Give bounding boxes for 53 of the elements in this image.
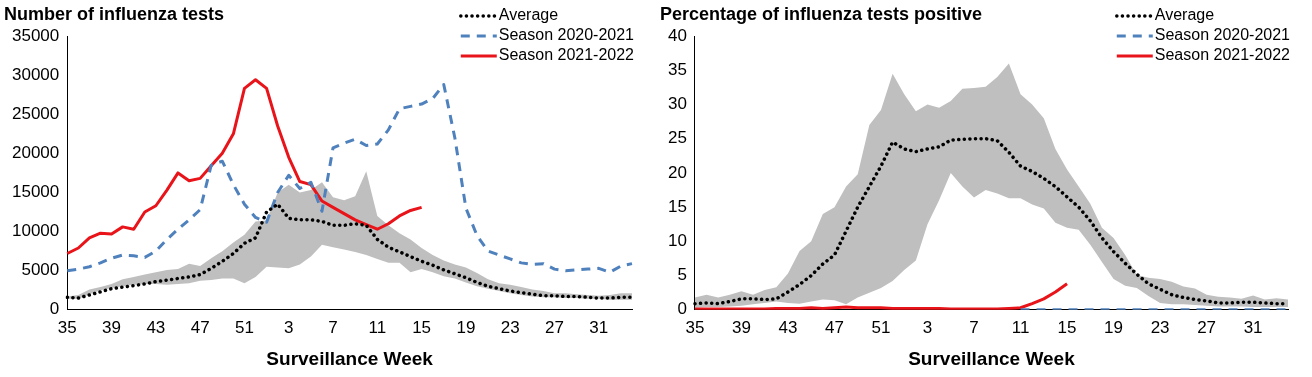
y-tick-label: 20000 [11, 143, 60, 163]
x-tick-label: 31 [589, 317, 609, 337]
x-tick-label: 23 [1150, 317, 1170, 337]
x-tick-label: 3 [922, 317, 933, 337]
legend-label: Average [498, 6, 559, 24]
y-tick-label: 5 [677, 265, 687, 285]
x-tick-label: 27 [1197, 317, 1217, 337]
x-tick-label: 47 [825, 317, 844, 337]
x-tick-label: 11 [368, 317, 387, 337]
y-tick-label: 35 [667, 59, 687, 79]
y-tick-label: 40 [667, 25, 687, 45]
chart-title: Number of influenza tests [4, 4, 225, 25]
x-tick-label: 43 [146, 317, 166, 337]
y-tick-label: 0 [677, 299, 687, 319]
y-tick-label: 5000 [21, 260, 60, 280]
y-tick-label: 25000 [11, 103, 60, 123]
chart-title: Percentage of influenza tests positive [660, 4, 983, 25]
x-axis-title: Surveillance Week [266, 347, 434, 369]
x-tick-label: 27 [545, 317, 564, 337]
x-tick-label: 11 [1011, 317, 1030, 337]
legend-label: Season 2021-2022 [1154, 46, 1291, 64]
x-tick-label: 31 [1243, 317, 1263, 337]
x-tick-label: 47 [190, 317, 210, 337]
x-tick-label: 7 [969, 317, 979, 337]
y-tick-label: 15000 [11, 182, 60, 202]
x-tick-label: 51 [234, 317, 254, 337]
x-tick-label: 51 [871, 317, 891, 337]
line-series [65, 83, 634, 274]
y-tick-label: 10 [667, 231, 687, 251]
x-tick-label: 19 [456, 317, 476, 337]
x-tick-label: 7 [328, 317, 338, 337]
y-tick-label: 30 [667, 94, 687, 114]
y-tick-label: 25 [667, 128, 687, 148]
x-tick-label: 15 [1057, 317, 1077, 337]
x-tick-label: 43 [778, 317, 798, 337]
x-tick-label: 39 [102, 317, 122, 337]
legend-label: Season 2021-2022 [498, 46, 635, 64]
x-tick-label: 19 [1104, 317, 1124, 337]
y-tick-label: 20 [667, 162, 687, 182]
x-tick-label: 3 [284, 317, 294, 337]
x-tick-label: 23 [500, 317, 520, 337]
y-tick-label: 10000 [11, 221, 60, 241]
x-tick-label: 15 [412, 317, 432, 337]
y-tick-label: 35000 [11, 25, 60, 45]
y-tick-label: 30000 [11, 64, 60, 84]
x-tick-label: 39 [731, 317, 751, 337]
legend-label: Average [1154, 6, 1215, 24]
x-tick-label: 35 [57, 317, 77, 337]
y-tick-label: 0 [49, 299, 60, 319]
y-tick-label: 15 [667, 196, 687, 216]
legend-label: Season 2020-2021 [1154, 26, 1291, 44]
legend-label: Season 2020-2021 [498, 26, 635, 44]
x-axis-title: Surveillance Week [908, 347, 1076, 369]
